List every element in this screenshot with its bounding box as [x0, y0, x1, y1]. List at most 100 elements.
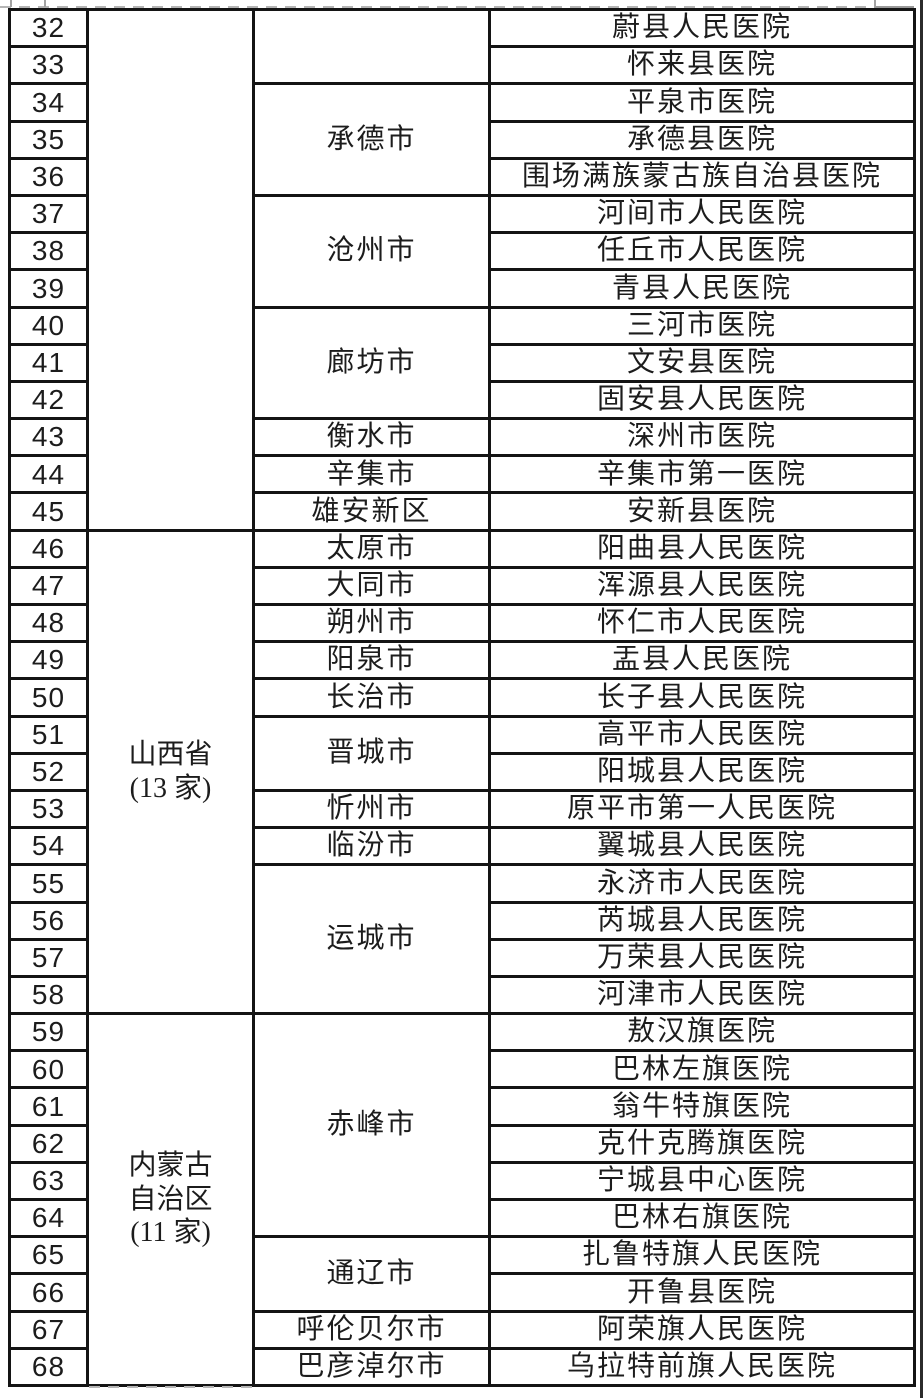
province-label-line: 山西省	[128, 739, 213, 771]
hospital-cell: 万荣县人民医院	[488, 937, 916, 978]
city-cell: 雄安新区	[252, 491, 491, 532]
hospital-table-body: 32 蔚县人民医院 33 怀来县医院 34 承德市 平泉市医院 35 承德县医院 36 围场满族蒙古…	[8, 7, 916, 1387]
city-cell: 忻州市	[252, 788, 491, 830]
hospital-cell: 巴林左旗医院	[488, 1049, 916, 1090]
row-number-cell: 47	[8, 565, 89, 607]
hospital-cell: 乌拉特前旗人民医院	[488, 1346, 916, 1387]
row-number-cell: 60	[8, 1049, 89, 1090]
row-number-cell: 54	[8, 826, 89, 867]
province-cell: 内蒙古 自治区 (11 家)	[86, 1012, 255, 1387]
table-row: 55 运城市 永济市人民医院	[8, 863, 916, 1016]
province-cell: 山西省 (13 家)	[86, 528, 255, 1016]
row-number-cell: 46	[8, 528, 89, 569]
table-row: 50 长治市 长子县人民医院	[8, 677, 916, 718]
row-number-cell: 35	[8, 119, 89, 160]
row-number-cell: 56	[8, 900, 89, 941]
row-number-cell: 67	[8, 1309, 89, 1350]
row-number-cell: 41	[8, 342, 89, 383]
table-row: 58 河津市人民医院	[8, 974, 916, 1016]
hospital-cell: 高平市人民医院	[488, 714, 916, 755]
hospital-cell: 开鲁县医院	[488, 1272, 916, 1313]
city-cell: 衡水市	[252, 417, 491, 458]
row-number-cell: 37	[8, 193, 89, 235]
table-row: 49 阳泉市 盂县人民医院	[8, 640, 916, 681]
hospital-cell: 平泉市医院	[488, 82, 916, 123]
row-number-cell: 38	[8, 231, 89, 272]
hospital-cell: 芮城县人民医院	[488, 900, 916, 941]
city-cell: 运城市	[252, 863, 491, 1016]
table-row: 51 晋城市 高平市人民医院	[8, 714, 916, 792]
row-number-cell: 44	[8, 454, 89, 495]
table-row: 46 山西省 (13 家) 太原市 阳曲县人民医院	[8, 528, 916, 1016]
table-row: 45 雄安新区 安新县医院	[8, 491, 916, 532]
row-number-cell: 65	[8, 1235, 89, 1276]
table-row: 47 大同市 浑源县人民医院	[8, 565, 916, 607]
row-number-cell: 33	[8, 45, 89, 86]
top-left-cell-fragment	[10, 0, 46, 7]
top-right-cell-fragment	[874, 0, 914, 8]
city-cell: 通辽市	[252, 1235, 491, 1313]
row-number-cell: 63	[8, 1160, 89, 1202]
city-cell: 长治市	[252, 677, 491, 718]
city-cell: 晋城市	[252, 714, 491, 792]
city-cell: 巴彦淖尔市	[252, 1346, 491, 1387]
table-row: 48 朔州市 怀仁市人民医院	[8, 602, 916, 644]
table-row: 32 蔚县人民医院	[8, 7, 916, 532]
row-number-cell: 51	[8, 714, 89, 755]
row-number-cell: 59	[8, 1012, 89, 1053]
table-row: 63 宁城县中心医院	[8, 1160, 916, 1202]
hospital-cell: 原平市第一人民医院	[488, 788, 916, 830]
row-number-cell: 61	[8, 1086, 89, 1127]
hospital-cell: 文安县医院	[488, 342, 916, 383]
hospital-cell: 扎鲁特旗人民医院	[488, 1235, 916, 1276]
row-number-cell: 53	[8, 788, 89, 830]
hospital-cell: 宁城县中心医院	[488, 1160, 916, 1202]
city-cell: 承德市	[252, 82, 491, 197]
city-cell: 赤峰市	[252, 1012, 491, 1239]
table-row: 41 文安县医院	[8, 342, 916, 383]
city-cell: 沧州市	[252, 193, 491, 309]
hospital-cell: 怀仁市人民医院	[488, 602, 916, 644]
province-label-line: 内蒙古	[128, 1150, 213, 1182]
hospital-cell: 长子县人民医院	[488, 677, 916, 718]
table-row: 38 任丘市人民医院	[8, 231, 916, 272]
city-cell: 廊坊市	[252, 305, 491, 421]
hospital-cell: 永济市人民医院	[488, 863, 916, 904]
hospital-cell: 承德县医院	[488, 119, 916, 160]
right-edge-line	[920, 0, 923, 1398]
hospital-cell: 固安县人民医院	[488, 379, 916, 421]
hospital-cell: 阳曲县人民医院	[488, 528, 916, 569]
table-row: 59 内蒙古 自治区 (11 家) 赤峰市 敖汉旗医院	[8, 1012, 916, 1387]
table-row: 33 怀来县医院	[8, 45, 916, 86]
province-label-line: (13 家)	[129, 772, 212, 804]
hospital-cell: 阿荣旗人民医院	[488, 1309, 916, 1350]
hospital-cell: 安新县医院	[488, 491, 916, 532]
hospital-cell: 翁牛特旗医院	[488, 1086, 916, 1127]
row-number-cell: 57	[8, 937, 89, 978]
row-number-cell: 62	[8, 1123, 89, 1164]
city-cell: 朔州市	[252, 602, 491, 644]
row-number-cell: 34	[8, 82, 89, 123]
row-number-cell: 45	[8, 491, 89, 532]
hospital-cell: 任丘市人民医院	[488, 231, 916, 272]
row-number-cell: 39	[8, 268, 89, 309]
row-number-cell: 58	[8, 974, 89, 1016]
table-row: 61 翁牛特旗医院	[8, 1086, 916, 1127]
row-number-cell: 55	[8, 863, 89, 904]
hospital-list-table: 32 蔚县人民医院 33 怀来县医院 34 承德市 平泉市医院 35 承德县医院 36 围场满族蒙古…	[8, 7, 916, 1387]
table-row: 43 衡水市 深州市医院	[8, 417, 916, 458]
province-label-line: 自治区	[128, 1183, 213, 1215]
province-cell	[86, 8, 255, 532]
row-number-cell: 68	[8, 1346, 89, 1387]
table-row: 34 承德市 平泉市医院	[8, 82, 916, 197]
table-row: 53 忻州市 原平市第一人民医院	[8, 788, 916, 830]
bottom-page-cut-dashed-line	[89, 1386, 252, 1388]
hospital-cell: 三河市医院	[488, 305, 916, 346]
table-row: 57 万荣县人民医院	[8, 937, 916, 978]
hospital-cell: 盂县人民医院	[488, 640, 916, 681]
row-number-cell: 40	[8, 305, 89, 346]
table-row: 37 沧州市 河间市人民医院	[8, 193, 916, 309]
city-cell: 太原市	[252, 528, 491, 569]
hospital-cell: 浑源县人民医院	[488, 565, 916, 607]
hospital-cell: 青县人民医院	[488, 268, 916, 309]
